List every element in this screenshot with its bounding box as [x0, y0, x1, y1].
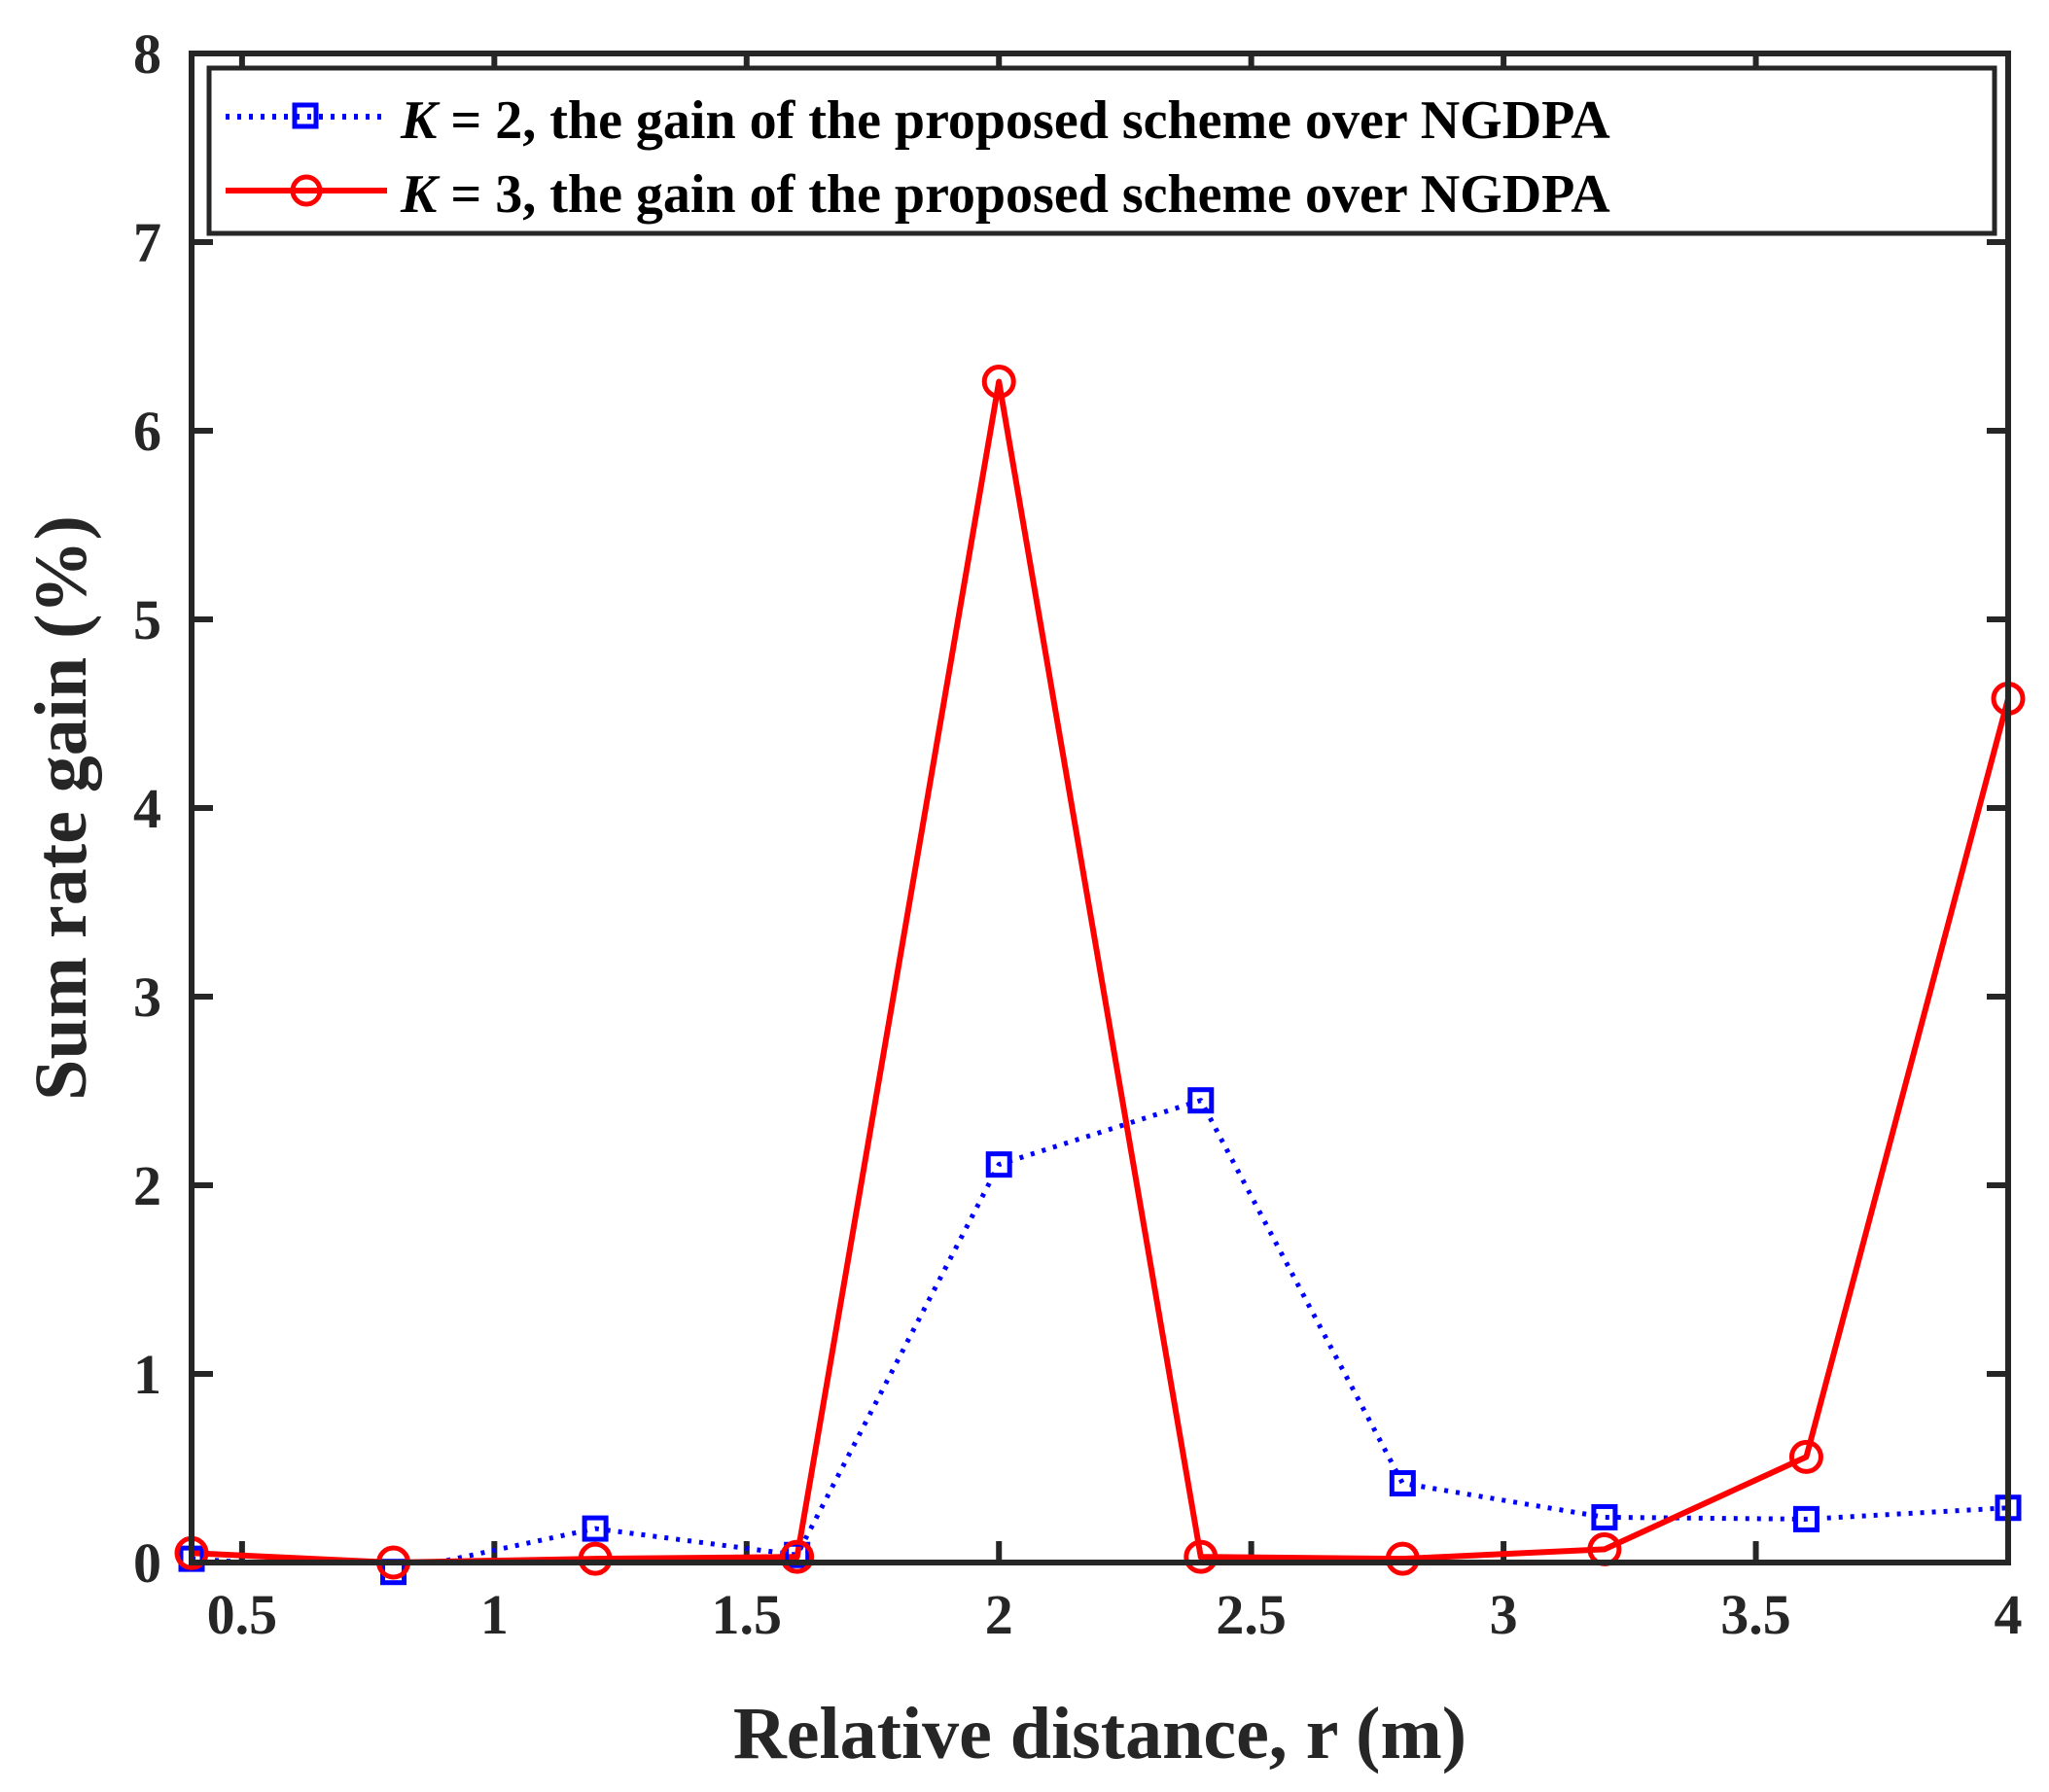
series-2-marker: [1385, 1541, 1420, 1576]
legend-box: [206, 65, 1997, 236]
legend-k3-variable: K: [400, 164, 441, 225]
x-tick-label: 3: [1490, 1583, 1518, 1646]
y-tick-label: 1: [133, 1343, 161, 1406]
legend-k2-marker: [292, 102, 319, 129]
y-tick-label: 2: [133, 1154, 161, 1217]
legend-k3-marker: [290, 174, 323, 207]
y-tick-label: 4: [133, 777, 161, 840]
series-2-marker: [1788, 1439, 1823, 1474]
series-2-marker: [578, 1541, 613, 1576]
x-tick-label: 1.5: [712, 1583, 783, 1646]
tick-labels: 0.5 1 1.5 2 2.5 3 3.5 4 0 1 2 3 4 5 6 7 8: [133, 22, 2023, 1646]
y-tick-label: 5: [133, 588, 161, 651]
y-tick-label: 6: [133, 400, 161, 463]
legend: K = 2, the gain of the proposed scheme o…: [206, 65, 1997, 236]
series-1-marker: [985, 1151, 1012, 1178]
legend-k2-text: = 2, the gain of the proposed scheme ove…: [437, 90, 1610, 151]
x-tick-label: 2: [985, 1583, 1013, 1646]
x-tick-label: 4: [1995, 1583, 2023, 1646]
series-1-marker: [1792, 1505, 1819, 1532]
legend-k3-text: = 3, the gain of the proposed scheme ove…: [437, 164, 1610, 225]
x-tick-label: 3.5: [1720, 1583, 1791, 1646]
x-axis-title: Relative distance, r (m): [733, 1693, 1466, 1774]
series-1-marker: [1187, 1087, 1215, 1114]
series-1-marker: [582, 1515, 609, 1542]
legend-k3-label: K = 3, the gain of the proposed scheme o…: [400, 164, 1610, 225]
y-tick-label: 0: [133, 1531, 161, 1595]
series-1-marker: [1591, 1503, 1618, 1530]
y-tick-label: 3: [133, 966, 161, 1029]
y-axis-title: Sum rate gain (%): [20, 515, 102, 1101]
legend-k2-variable: K: [400, 90, 441, 151]
series-2-marker: [780, 1539, 815, 1574]
y-tick-label: 8: [133, 22, 161, 86]
x-tick-label: 2.5: [1216, 1583, 1287, 1646]
series-2-marker: [1183, 1539, 1219, 1574]
x-tick-label: 1: [480, 1583, 509, 1646]
series-1-marker: [1389, 1470, 1416, 1497]
series-2-marker: [981, 365, 1016, 400]
series-1-line: [192, 1098, 2008, 1563]
plot-frame: [189, 51, 2011, 1565]
legend-k2-label: K = 2, the gain of the proposed scheme o…: [400, 90, 1610, 151]
y-tick-label: 7: [133, 211, 161, 274]
x-tick-label: 0.5: [207, 1583, 278, 1646]
